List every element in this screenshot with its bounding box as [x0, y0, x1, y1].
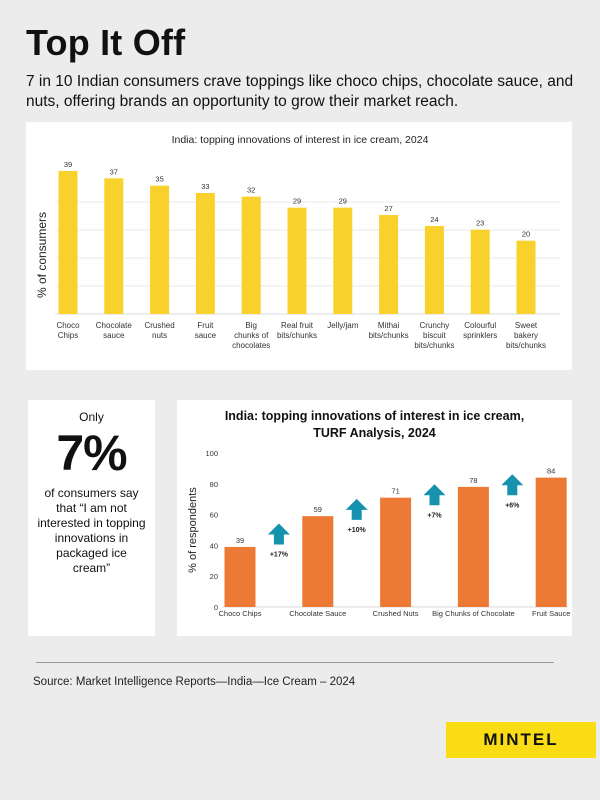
chart1-category-label: Crushed nuts	[144, 321, 174, 340]
up-arrow-icon	[345, 498, 368, 520]
chart1-bar	[241, 196, 261, 314]
chart2-bar	[380, 497, 412, 607]
chart2-category-label: Big Chunks of Chocolate	[432, 609, 515, 618]
chart2-data-label: 71	[391, 487, 399, 496]
chart1-bar	[516, 240, 536, 314]
chart1-category-label: Choco Chips	[56, 321, 80, 340]
chart2-increment-label: +7%	[427, 512, 442, 519]
chart1-bar	[333, 207, 353, 314]
chart1-category-label: Mithai bits/chunks	[369, 321, 409, 340]
chart2-category-label: Chocolate Sauce	[289, 609, 346, 618]
chart2-bar	[535, 477, 567, 607]
chart1-data-label: 23	[476, 219, 484, 228]
brand-logo: MINTEL	[446, 722, 596, 758]
chart2-ytick-label: 100	[205, 449, 218, 458]
chart1-bar	[470, 229, 490, 314]
chart1-bar	[195, 193, 215, 314]
chart1-data-label: 33	[201, 182, 209, 191]
chart2-ytick-label: 80	[210, 480, 218, 489]
chart2-title-line2: TURF Analysis, 2024	[313, 426, 436, 440]
chart1-category-label: Sweet bakery bits/chunks	[506, 321, 546, 350]
chart2-bar	[302, 516, 334, 607]
callout-text: of consumers say that “I am not interest…	[37, 486, 146, 575]
chart1-category-label: Chocolate sauce	[96, 321, 133, 340]
divider	[36, 662, 554, 663]
chart1-data-label: 29	[339, 197, 347, 206]
chart1-category-label: Jelly/jam	[327, 321, 358, 330]
chart1-bar	[287, 207, 307, 314]
chart2-data-label: 78	[469, 476, 477, 485]
chart2-bar	[457, 486, 489, 607]
chart1-ylabel: % of consumers	[35, 212, 49, 298]
source-note: Source: Market Intelligence Reports—Indi…	[33, 676, 356, 688]
chart1-bar	[424, 226, 444, 314]
chart2-increment-label: +17%	[270, 552, 289, 559]
chart1-bar	[58, 171, 78, 314]
chart1-title: India: topping innovations of interest i…	[171, 134, 429, 146]
chart2-data-label: 39	[236, 536, 244, 545]
chart1-data-label: 32	[247, 186, 255, 195]
chart2-title-line1: India: topping innovations of interest i…	[224, 409, 525, 423]
chart1-data-label: 35	[155, 175, 163, 184]
page-subtitle: 7 in 10 Indian consumers crave toppings …	[26, 73, 574, 110]
chart1-category-label: Fruit sauce	[195, 321, 217, 340]
chart2-category-label: Choco Chips	[219, 609, 262, 618]
chart2-category-label: Fruit Sauce	[532, 609, 570, 618]
chart2-ylabel: % of respondents	[187, 487, 199, 573]
chart2-ytick-label: 40	[210, 541, 218, 550]
callout-panel	[28, 400, 155, 636]
chart1-data-label: 39	[64, 160, 72, 169]
chart2-increment-label: +6%	[505, 502, 520, 509]
chart1-bar	[150, 185, 170, 314]
chart1-bar	[379, 215, 399, 314]
chart2-ytick-label: 0	[214, 603, 218, 612]
up-arrow-icon	[501, 474, 524, 496]
chart2-bar	[224, 546, 256, 607]
callout-pre: Only	[79, 410, 104, 424]
up-arrow-icon	[423, 484, 446, 506]
chart1-data-label: 27	[384, 204, 392, 213]
page-title: Top It Off	[26, 22, 186, 63]
chart2-data-label: 59	[314, 505, 322, 514]
chart2-ytick-label: 20	[210, 572, 218, 581]
chart1-data-label: 29	[293, 197, 301, 206]
chart2-ytick-label: 60	[210, 511, 218, 520]
up-arrow-icon	[267, 523, 290, 545]
chart1-category-label: Big chunks of chocolates	[232, 321, 270, 350]
chart2-title: India: topping innovations of interest i…	[177, 408, 572, 442]
chart2-category-label: Crushed Nuts	[373, 609, 419, 618]
chart1-data-label: 24	[430, 215, 438, 224]
chart1-bar	[104, 178, 124, 314]
callout-value: 7%	[56, 425, 127, 481]
chart2-data-label: 84	[547, 467, 555, 476]
chart1-category-label: Real fruit bits/chunks	[277, 321, 317, 340]
chart1-data-label: 20	[522, 230, 530, 239]
chart1-category-label: Crunchy biscuit bits/chunks	[414, 321, 454, 350]
chart1-category-label: Colourful sprinklers	[463, 321, 497, 340]
chart1-data-label: 37	[110, 167, 118, 176]
chart2-increment-label: +10%	[348, 527, 367, 534]
